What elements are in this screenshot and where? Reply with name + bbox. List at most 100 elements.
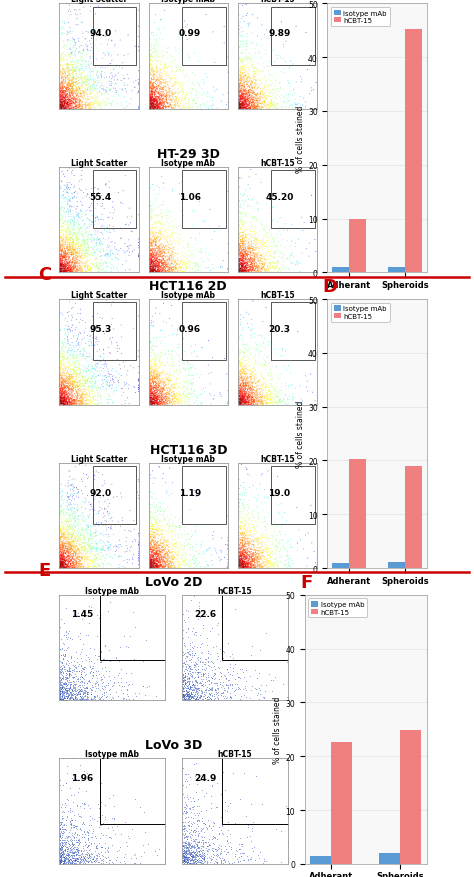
Point [60,541,67,555]
Point [75,218,83,232]
Point [55,102,63,116]
Point [269,529,277,543]
Point [86,339,93,353]
Point [157,217,164,232]
Point [235,553,243,567]
Point [177,535,184,549]
Point [163,75,171,89]
Point [152,259,159,273]
Point [69,77,77,91]
Point [149,265,157,279]
Point [66,537,73,551]
Point [146,101,153,115]
Point [152,95,159,109]
Point [71,259,78,273]
Point [240,380,247,394]
Point [59,553,67,567]
Point [62,94,70,108]
Point [217,845,225,859]
Point [153,560,161,574]
Point [104,396,112,410]
Point [260,246,268,260]
Point [103,46,111,60]
Point [97,200,105,214]
Point [177,63,184,77]
Point [253,98,261,112]
Point [165,91,173,105]
Point [103,358,110,372]
Point [62,266,69,280]
Point [263,560,271,574]
Point [186,249,194,263]
Point [168,102,176,116]
Point [87,537,95,551]
Point [65,241,73,255]
Point [244,467,252,481]
Point [82,553,89,567]
Point [71,102,79,116]
Point [289,390,297,404]
Point [71,0,79,11]
Point [314,558,321,572]
Point [155,266,163,280]
Point [151,553,159,567]
Point [255,379,263,393]
Point [60,362,68,376]
Point [78,333,86,347]
Point [186,680,193,694]
Point [255,92,262,106]
Point [91,245,99,259]
Point [61,265,69,279]
Point [149,258,156,272]
Point [81,360,89,374]
Point [151,391,159,405]
Point [197,850,205,864]
Point [237,396,245,410]
Point [160,266,168,280]
Point [89,216,96,230]
Point [187,826,195,840]
Point [84,831,92,845]
Point [61,392,69,406]
Point [147,391,155,405]
Point [155,258,163,272]
Point [65,264,73,278]
Point [195,600,203,614]
Point [64,545,72,559]
Point [148,555,155,569]
Point [260,221,267,235]
Point [254,62,261,76]
Point [241,102,248,116]
Point [157,559,164,573]
Point [56,245,64,259]
Point [173,253,181,267]
Point [197,538,205,552]
Point [270,101,277,115]
Point [84,397,92,411]
Point [149,464,156,478]
Point [168,558,175,572]
Point [151,371,158,385]
Point [154,102,161,116]
Point [106,688,113,702]
Point [245,101,252,115]
Point [236,354,243,368]
Point [64,333,72,347]
Point [231,602,239,617]
Point [150,248,157,262]
Point [72,94,80,108]
Point [62,540,69,554]
Point [71,252,78,266]
Point [178,663,186,677]
Point [59,96,67,111]
Point [171,390,179,404]
Point [147,388,155,402]
Point [190,680,198,694]
Point [146,374,154,388]
Point [175,99,183,113]
Point [79,234,87,248]
Point [155,226,163,240]
Point [67,538,75,553]
Point [68,97,76,111]
Point [61,67,69,81]
